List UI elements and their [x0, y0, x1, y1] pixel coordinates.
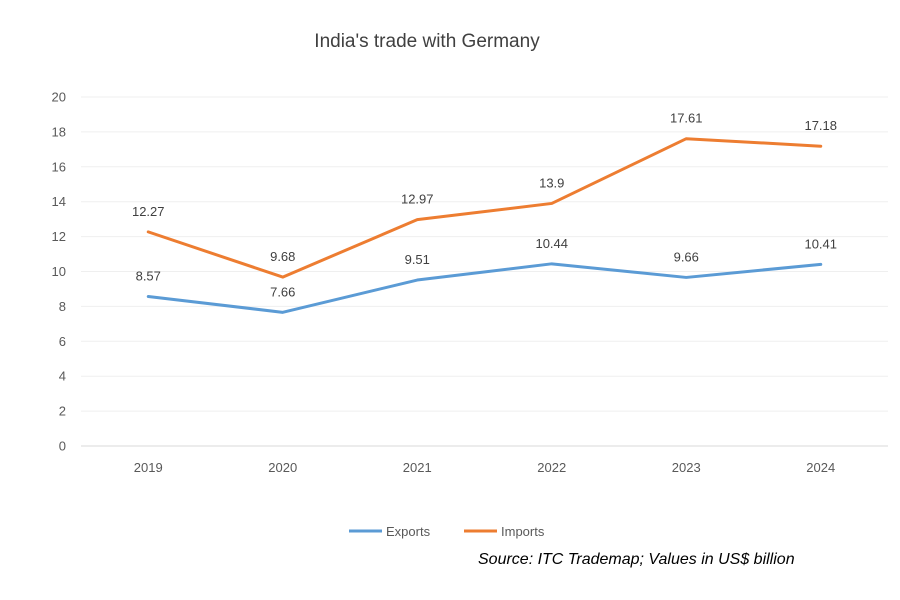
data-label: 9.68: [270, 249, 295, 264]
legend-label: Exports: [386, 524, 431, 539]
y-tick-label: 20: [52, 90, 66, 105]
y-tick-label: 2: [59, 404, 66, 419]
x-tick-label: 2023: [672, 460, 701, 475]
series-line-imports: [146, 137, 823, 279]
x-tick-label: 2022: [537, 460, 566, 475]
y-tick-label: 16: [52, 159, 66, 174]
y-tick-label: 12: [52, 229, 66, 244]
data-label: 9.51: [405, 252, 430, 267]
data-label: 12.97: [401, 192, 434, 207]
y-tick-label: 8: [59, 299, 66, 314]
source-note: Source: ITC Trademap; Values in US$ bill…: [478, 551, 795, 568]
x-tick-label: 2024: [806, 460, 835, 475]
x-tick-label: 2019: [134, 460, 163, 475]
data-label: 9.66: [674, 249, 699, 264]
chart-title: India's trade with Germany: [314, 31, 540, 52]
x-tick-label: 2020: [268, 460, 297, 475]
data-label: 17.61: [670, 111, 703, 126]
legend-label: Imports: [501, 524, 545, 539]
data-label: 13.9: [539, 175, 564, 190]
y-tick-label: 18: [52, 124, 66, 139]
data-label: 8.57: [136, 268, 161, 283]
data-label: 12.27: [132, 204, 165, 219]
data-label: 10.41: [804, 236, 837, 251]
y-tick-label: 0: [59, 439, 66, 454]
y-tick-label: 10: [52, 264, 66, 279]
series-line-exports: [146, 262, 823, 314]
data-label: 7.66: [270, 284, 295, 299]
y-tick-label: 4: [59, 369, 66, 384]
y-tick-label: 6: [59, 334, 66, 349]
y-tick-label: 14: [52, 194, 66, 209]
x-tick-label: 2021: [403, 460, 432, 475]
data-label: 17.18: [804, 118, 837, 133]
data-label: 10.44: [535, 236, 568, 251]
